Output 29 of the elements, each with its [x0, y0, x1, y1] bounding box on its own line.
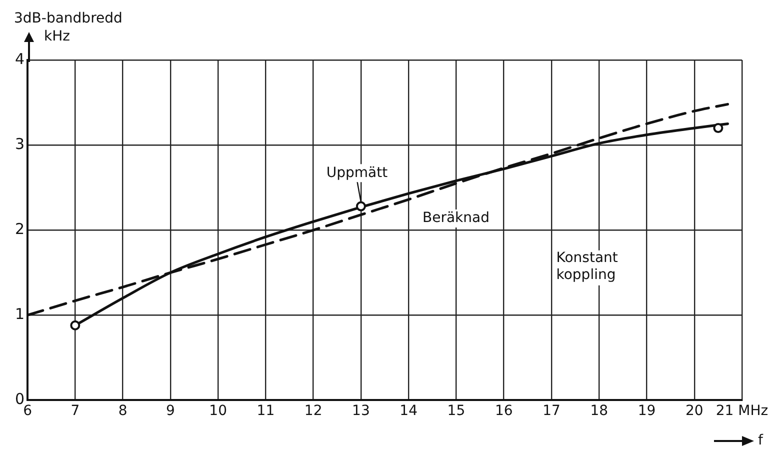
x-tick-label: 21 MHz	[716, 403, 768, 420]
x-tick-label: 19	[638, 403, 656, 420]
y-axis-title: 3dB-bandbredd kHz	[14, 10, 122, 45]
x-tick-label: 16	[494, 403, 513, 420]
point	[713, 123, 724, 134]
x-tick-label: 6	[23, 403, 32, 420]
x-tick-label: 17	[542, 403, 560, 420]
x-tick-label: 13	[352, 403, 370, 420]
x-tick-label: 7	[70, 403, 80, 420]
annotation: Konstant koppling	[556, 250, 618, 284]
x-tick-label: 8	[118, 403, 128, 420]
x-tick-label: 14	[400, 403, 418, 420]
x-tick-label: 11	[256, 403, 275, 420]
y-tick-label: 0	[14, 390, 25, 408]
x-tick-label: 18	[590, 403, 608, 420]
x-tick-label: 9	[166, 403, 175, 420]
y-tick-label: 4	[14, 50, 25, 68]
x-tick-label: 20	[685, 403, 704, 420]
y-tick-label: 2	[14, 220, 25, 238]
series-label: Beräknad	[422, 210, 490, 226]
point	[70, 320, 80, 330]
x-tick-label: 12	[304, 403, 322, 420]
series-label: Uppmätt	[326, 164, 388, 181]
x-axis-title: f	[758, 432, 764, 449]
point	[356, 201, 366, 212]
x-tick-label: 10	[209, 403, 227, 420]
x-tick-label: 15	[447, 403, 466, 420]
y-tick-label: 3	[14, 134, 25, 153]
y-tick-label: 1	[14, 305, 25, 324]
